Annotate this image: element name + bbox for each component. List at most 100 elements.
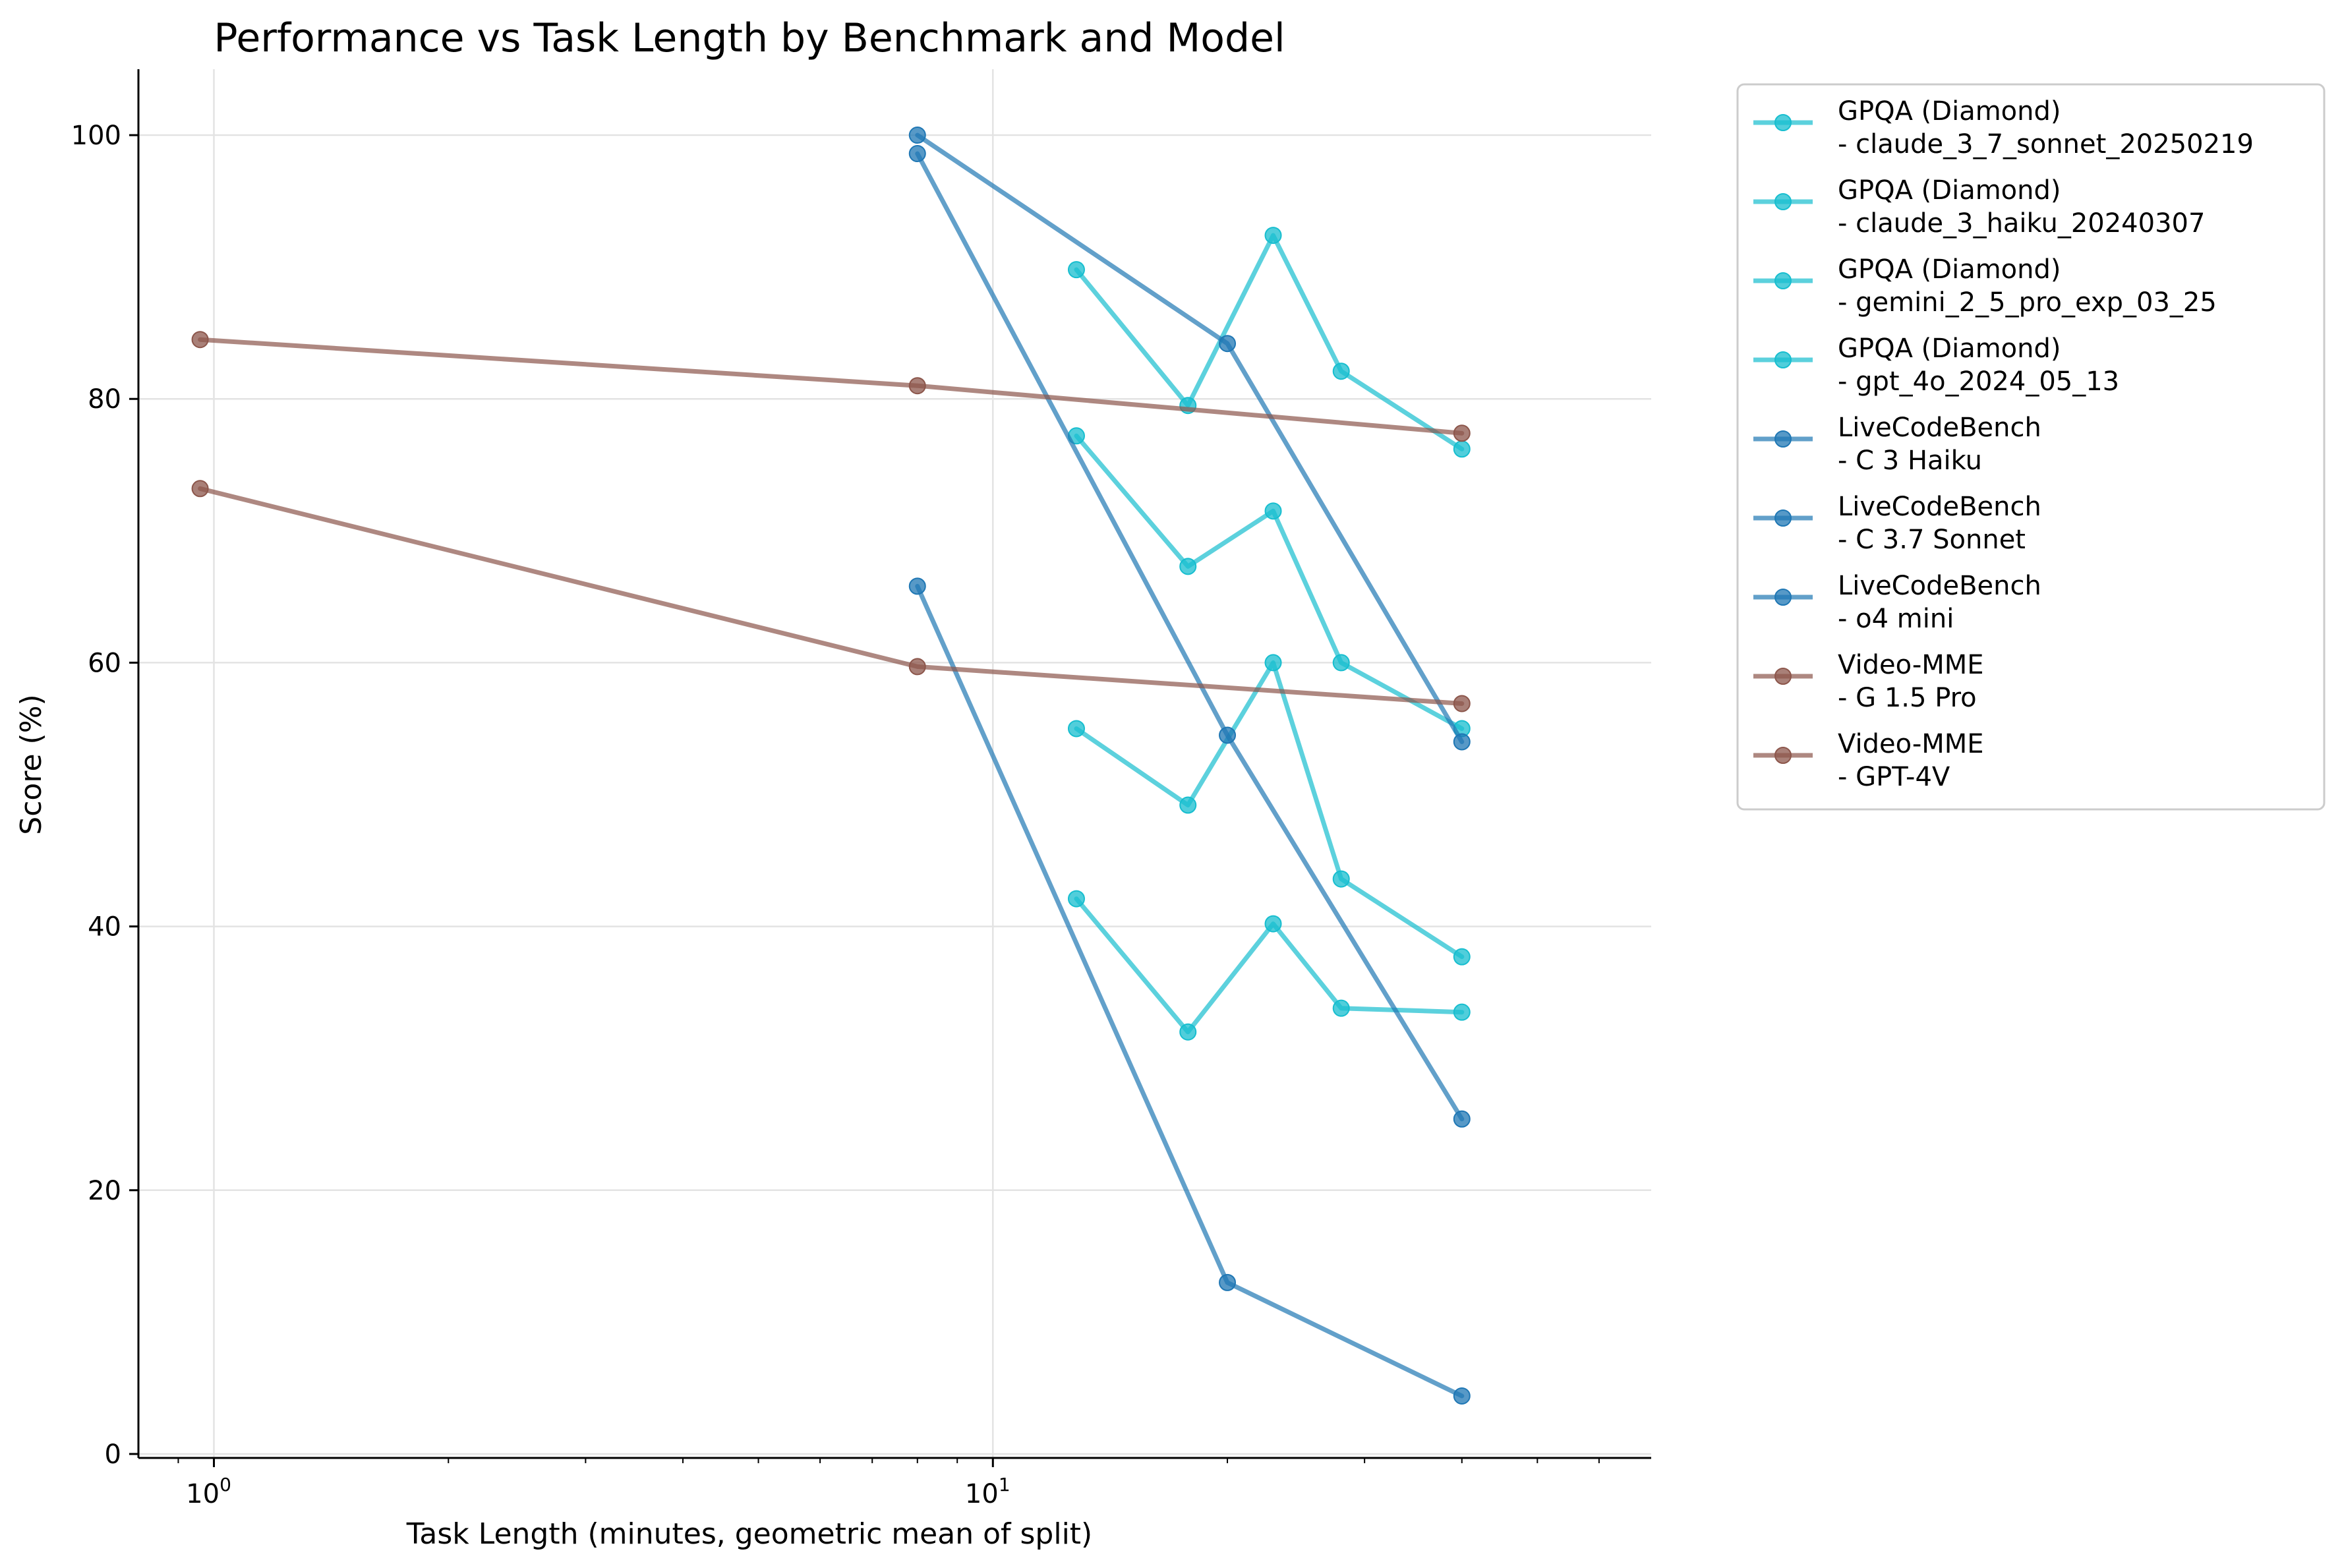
legend-item: LiveCodeBench- C 3.7 Sonnet — [1753, 492, 2041, 555]
series-5 — [908, 127, 1471, 751]
legend-label: GPQA (Diamond) — [1838, 96, 2061, 127]
legend-label: Video-MME — [1838, 729, 1984, 759]
x-axis-label: Task Length (minutes, geometric mean of … — [406, 1517, 1092, 1551]
data-point — [1332, 870, 1350, 888]
legend-item: Video-MME- G 1.5 Pro — [1753, 650, 1984, 713]
series-layer — [191, 127, 1471, 1405]
legend-label: GPQA (Diamond) — [1838, 334, 2061, 364]
y-tick-label: 100 — [71, 121, 121, 151]
x-tick-label: 100 — [186, 1474, 231, 1509]
data-point — [1453, 733, 1471, 751]
legend-label: Video-MME — [1838, 650, 1984, 680]
legend-label: LiveCodeBench — [1838, 571, 2041, 601]
legend-label: - gemini_2_5_pro_exp_03_25 — [1838, 287, 2217, 318]
data-point — [1179, 1023, 1197, 1041]
data-point — [908, 127, 926, 144]
series-line — [1074, 660, 1465, 960]
series-1 — [1067, 890, 1471, 1041]
legend-item: Video-MME- GPT-4V — [1753, 729, 1984, 792]
legend-label: - G 1.5 Pro — [1838, 683, 1977, 713]
series-8 — [191, 480, 1471, 712]
legend-label: GPQA (Diamond) — [1838, 254, 2061, 285]
data-point — [908, 577, 926, 595]
series-3 — [1067, 654, 1471, 966]
data-point — [1264, 502, 1282, 520]
data-point — [1179, 796, 1197, 814]
legend-item: GPQA (Diamond)- gemini_2_5_pro_exp_03_25 — [1753, 254, 2217, 318]
data-point — [1332, 363, 1350, 380]
y-tick-label: 0 — [105, 1439, 121, 1470]
legend-item: LiveCodeBench- C 3 Haiku — [1753, 413, 2041, 476]
legend-marker — [1774, 351, 1792, 368]
data-point — [1219, 335, 1237, 353]
legend-item: GPQA (Diamond)- claude_3_haiku_20240307 — [1753, 175, 2205, 239]
axes — [137, 69, 1651, 1459]
legend-label: - C 3 Haiku — [1838, 446, 1982, 476]
legend-box — [1736, 83, 2326, 811]
grid — [138, 69, 1651, 1458]
legend-label: - GPT-4V — [1838, 762, 1950, 792]
legend-marker — [1774, 430, 1792, 448]
series-line — [198, 486, 1465, 706]
y-tick-label: 40 — [88, 912, 121, 943]
data-point — [1453, 1387, 1471, 1405]
legend-item: GPQA (Diamond)- gpt_4o_2024_05_13 — [1753, 334, 2119, 397]
data-point — [1264, 915, 1282, 933]
legend-marker — [1774, 509, 1792, 527]
legend-label: GPQA (Diamond) — [1838, 175, 2061, 206]
series-line — [915, 151, 1465, 1122]
y-tick-label: 80 — [88, 384, 121, 415]
data-point — [1067, 720, 1085, 738]
data-point — [191, 480, 209, 498]
series-line — [915, 132, 1465, 744]
data-point — [1067, 890, 1085, 908]
series-7 — [191, 331, 1471, 442]
data-point — [1453, 424, 1471, 442]
data-point — [1264, 654, 1282, 672]
series-2 — [1067, 427, 1471, 738]
legend-label: - claude_3_7_sonnet_20250219 — [1838, 129, 2254, 160]
legend-label: - claude_3_haiku_20240307 — [1838, 208, 2205, 239]
y-tick-label: 60 — [88, 648, 121, 678]
data-point — [1453, 440, 1471, 458]
data-point — [908, 377, 926, 395]
ticks: 0 20 40 60 80 100 100 101 — [71, 121, 1600, 1509]
legend-label: - o4 mini — [1838, 604, 1954, 634]
legend-label: LiveCodeBench — [1838, 492, 2041, 522]
legend-label: LiveCodeBench — [1838, 413, 2041, 443]
data-point — [1332, 654, 1350, 672]
series-6 — [908, 145, 1471, 1128]
legend-marker — [1774, 668, 1792, 685]
chart-title: Performance vs Task Length by Benchmark … — [214, 15, 1285, 61]
data-point — [908, 145, 926, 163]
legend-marker — [1774, 747, 1792, 764]
data-point — [1219, 1273, 1237, 1291]
legend-label: - C 3.7 Sonnet — [1838, 525, 2026, 555]
series-0 — [1067, 227, 1471, 458]
data-point — [1453, 948, 1471, 966]
x-tick-label: 101 — [965, 1474, 1010, 1509]
data-point — [1453, 1110, 1471, 1128]
data-point — [1453, 1003, 1471, 1021]
series-4 — [908, 577, 1471, 1405]
legend-item: LiveCodeBench- o4 mini — [1753, 571, 2041, 634]
data-point — [1179, 558, 1197, 575]
y-axis-label: Score (%) — [15, 694, 48, 834]
legend-marker — [1774, 193, 1792, 210]
series-line — [915, 583, 1465, 1399]
series-line — [1074, 433, 1465, 731]
data-point — [1067, 261, 1085, 279]
y-tick-label: 20 — [88, 1176, 121, 1206]
data-point — [1453, 695, 1471, 712]
legend: GPQA (Diamond)- claude_3_7_sonnet_202502… — [1736, 83, 2326, 811]
data-point — [1332, 999, 1350, 1017]
data-point — [908, 658, 926, 676]
data-point — [1219, 726, 1237, 744]
legend-marker — [1774, 589, 1792, 606]
legend-marker — [1774, 272, 1792, 289]
legend-item: GPQA (Diamond)- claude_3_7_sonnet_202502… — [1753, 96, 2254, 160]
data-point — [191, 331, 209, 349]
legend-marker — [1774, 114, 1792, 131]
data-point — [1264, 227, 1282, 245]
